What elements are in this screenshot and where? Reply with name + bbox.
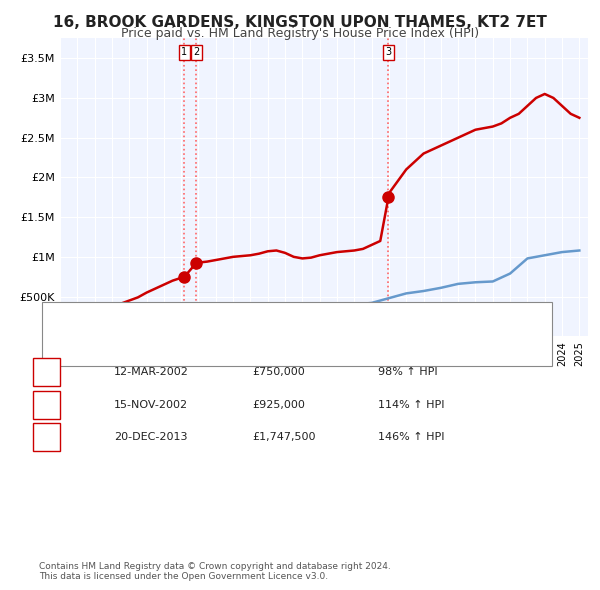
Text: 146% ↑ HPI: 146% ↑ HPI (378, 432, 445, 442)
Text: 98% ↑ HPI: 98% ↑ HPI (378, 368, 437, 377)
Text: 3: 3 (385, 47, 391, 57)
Text: 16, BROOK GARDENS, KINGSTON UPON THAMES, KT2 7ET (detached house): 16, BROOK GARDENS, KINGSTON UPON THAMES,… (87, 314, 459, 323)
Text: 2: 2 (193, 47, 200, 57)
Text: 114% ↑ HPI: 114% ↑ HPI (378, 400, 445, 409)
Text: ——: —— (57, 329, 85, 343)
Text: 12-MAR-2002: 12-MAR-2002 (114, 368, 189, 377)
Text: 1: 1 (43, 368, 50, 377)
Text: ——: —— (57, 312, 85, 326)
Text: 15-NOV-2002: 15-NOV-2002 (114, 400, 188, 409)
Text: 1: 1 (181, 47, 188, 57)
Text: £925,000: £925,000 (252, 400, 305, 409)
Text: 20-DEC-2013: 20-DEC-2013 (114, 432, 187, 442)
Text: Price paid vs. HM Land Registry's House Price Index (HPI): Price paid vs. HM Land Registry's House … (121, 27, 479, 40)
Text: 16, BROOK GARDENS, KINGSTON UPON THAMES, KT2 7ET: 16, BROOK GARDENS, KINGSTON UPON THAMES,… (53, 15, 547, 30)
Text: £1,747,500: £1,747,500 (252, 432, 316, 442)
Text: 3: 3 (43, 432, 50, 442)
Text: HPI: Average price, detached house, Kingston upon Thames: HPI: Average price, detached house, King… (87, 332, 380, 341)
Text: 2: 2 (43, 400, 50, 409)
Text: £750,000: £750,000 (252, 368, 305, 377)
Text: Contains HM Land Registry data © Crown copyright and database right 2024.
This d: Contains HM Land Registry data © Crown c… (39, 562, 391, 581)
